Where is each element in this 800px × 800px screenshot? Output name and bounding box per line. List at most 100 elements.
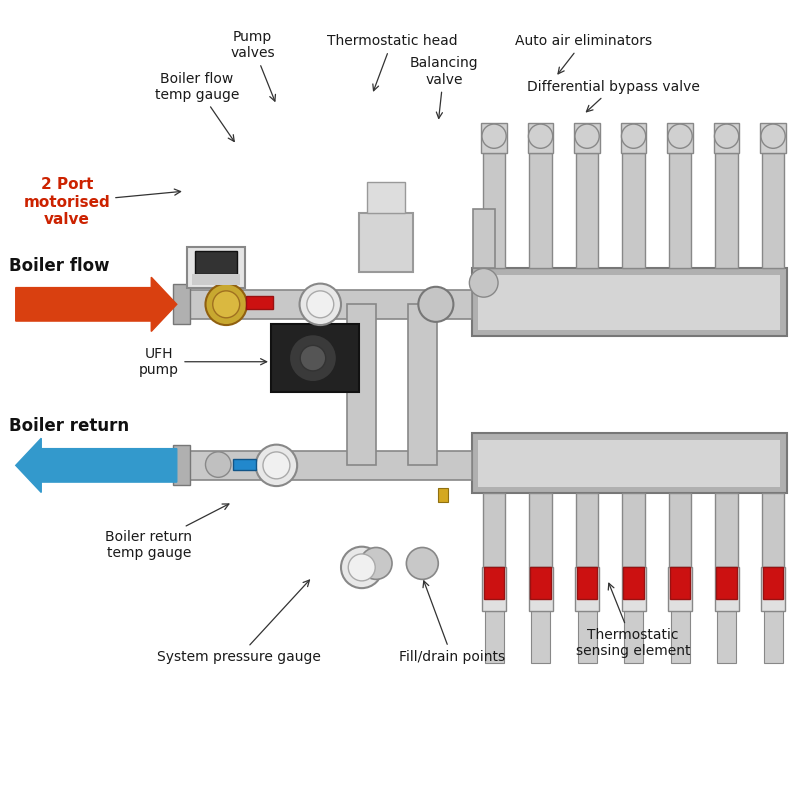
Bar [192, 274, 240, 286]
Circle shape [307, 291, 334, 318]
Bar [347, 304, 376, 466]
Bar [473, 209, 495, 269]
Bar [366, 182, 405, 213]
Text: Fill/drain points: Fill/drain points [398, 581, 505, 664]
Bar [714, 567, 738, 611]
Bar [530, 494, 552, 567]
Text: Auto air eliminators: Auto air eliminators [514, 34, 652, 74]
Text: UFH
pump: UFH pump [139, 346, 266, 377]
Text: System pressure gauge: System pressure gauge [157, 580, 321, 664]
Bar [714, 122, 739, 153]
Bar [667, 122, 693, 153]
Circle shape [206, 284, 247, 325]
Bar [715, 494, 738, 567]
Bar [622, 567, 646, 611]
Circle shape [575, 124, 599, 148]
Bar [472, 434, 786, 494]
Bar [624, 611, 643, 663]
Text: 2 Port
motorised
valve: 2 Port motorised valve [23, 178, 181, 227]
Text: Boiler flow: Boiler flow [10, 257, 110, 275]
Text: Pump
valves: Pump valves [230, 30, 275, 101]
Bar [478, 275, 780, 330]
Bar [531, 611, 550, 663]
Bar [574, 122, 600, 153]
Circle shape [300, 346, 326, 371]
Bar [576, 153, 598, 269]
Bar [764, 611, 782, 663]
Bar [575, 567, 599, 611]
Circle shape [482, 124, 506, 148]
FancyArrow shape [16, 278, 177, 331]
Bar [716, 567, 737, 599]
Circle shape [761, 124, 786, 148]
Circle shape [348, 554, 375, 581]
Bar [482, 567, 506, 611]
Bar [715, 153, 738, 269]
Bar [187, 247, 245, 288]
Bar [762, 567, 783, 599]
Bar [173, 446, 190, 486]
Bar [760, 122, 786, 153]
Bar [358, 213, 413, 273]
FancyArrow shape [16, 438, 177, 493]
Bar [670, 611, 690, 663]
Circle shape [299, 284, 341, 325]
Text: Boiler flow
temp gauge: Boiler flow temp gauge [154, 71, 239, 142]
Circle shape [668, 124, 692, 148]
Circle shape [289, 334, 337, 382]
Circle shape [418, 286, 454, 322]
Bar [246, 296, 274, 309]
Bar [484, 567, 505, 599]
Circle shape [529, 124, 553, 148]
Text: Boiler return
temp gauge: Boiler return temp gauge [106, 504, 229, 560]
Circle shape [213, 291, 240, 318]
Circle shape [263, 452, 290, 479]
Bar [485, 611, 503, 663]
Bar [622, 153, 645, 269]
Text: Differential bypass valve: Differential bypass valve [527, 80, 700, 112]
Text: Balancing
valve: Balancing valve [410, 57, 478, 118]
Bar [528, 122, 554, 153]
Circle shape [470, 269, 498, 297]
Bar [577, 567, 598, 599]
Bar [233, 459, 257, 470]
Bar [173, 284, 190, 325]
Bar [408, 304, 437, 466]
Circle shape [622, 124, 646, 148]
Bar [271, 324, 358, 392]
Bar [483, 494, 506, 567]
Bar [668, 567, 692, 611]
Bar [438, 488, 448, 502]
Circle shape [256, 445, 297, 486]
Bar [195, 251, 237, 274]
Bar [669, 494, 691, 567]
Bar [530, 567, 551, 599]
Circle shape [206, 452, 231, 478]
Bar [483, 153, 506, 269]
Bar [177, 290, 472, 318]
Bar [472, 269, 786, 336]
Bar [761, 567, 785, 611]
Bar [622, 494, 645, 567]
Bar [529, 567, 553, 611]
Circle shape [714, 124, 738, 148]
Bar [717, 611, 736, 663]
Bar [623, 567, 644, 599]
Bar [530, 153, 552, 269]
Bar [621, 122, 646, 153]
Circle shape [341, 546, 382, 588]
Bar [177, 451, 472, 480]
Text: Thermostatic head: Thermostatic head [326, 34, 458, 90]
Bar [576, 494, 598, 567]
Bar [482, 122, 507, 153]
Circle shape [406, 547, 438, 579]
Circle shape [360, 547, 392, 579]
Bar [670, 567, 690, 599]
Bar [478, 440, 780, 487]
Bar [669, 153, 691, 269]
Text: Thermostatic
sensing element: Thermostatic sensing element [575, 583, 690, 658]
Bar [762, 494, 784, 567]
Text: Boiler return: Boiler return [10, 417, 130, 434]
Bar [762, 153, 784, 269]
Bar [578, 611, 597, 663]
